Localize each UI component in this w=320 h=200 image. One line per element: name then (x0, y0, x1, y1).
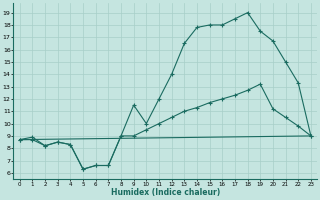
X-axis label: Humidex (Indice chaleur): Humidex (Indice chaleur) (111, 188, 220, 197)
